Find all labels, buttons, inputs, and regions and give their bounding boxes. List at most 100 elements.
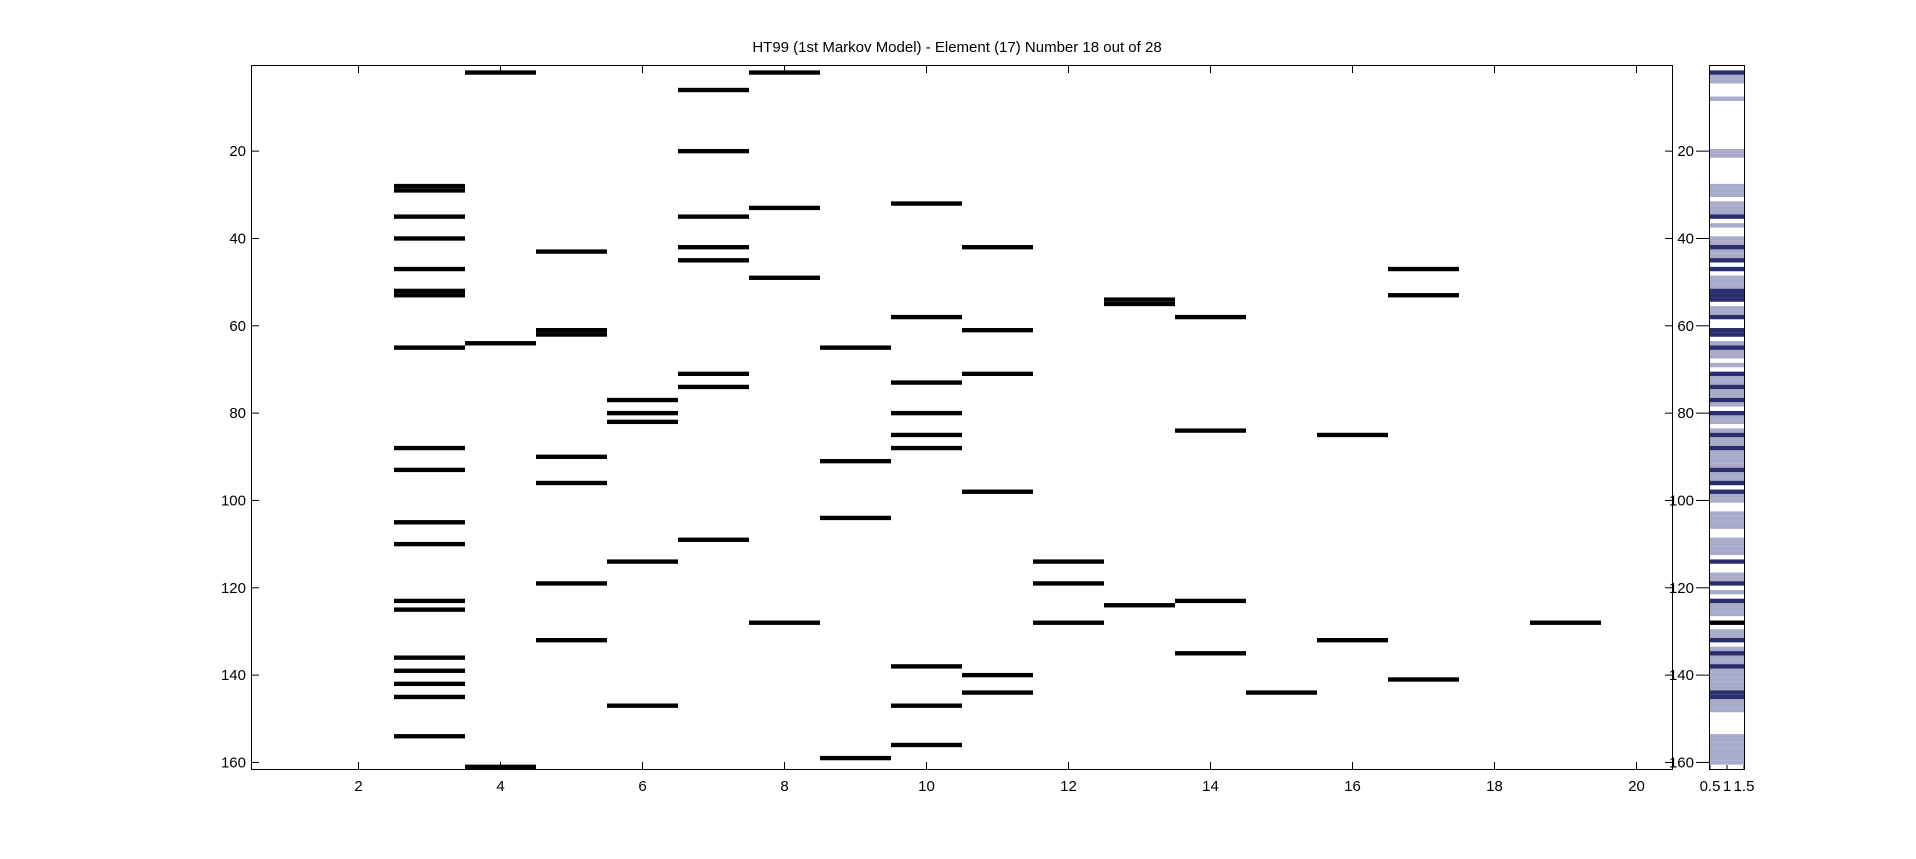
strip-dark-row80	[1710, 410, 1744, 416]
strip-light-row49	[1710, 275, 1744, 280]
y-tick-label: 140	[221, 667, 246, 684]
cell-x7-row74	[678, 384, 749, 390]
strip-x-tick-label: 1.5	[1734, 778, 1755, 795]
cell-x3-row52	[394, 288, 465, 294]
y-tick-label: 20	[229, 143, 246, 160]
cell-x7-row42	[678, 245, 749, 250]
strip-light-row92	[1710, 463, 1744, 468]
strip-light-row95	[1710, 476, 1744, 481]
cell-x3-row142	[394, 681, 465, 687]
strip-dark-row145	[1710, 694, 1744, 700]
strip-light-row103	[1710, 511, 1744, 516]
strip-light-row125	[1710, 607, 1744, 612]
x-tick-label: 20	[1628, 778, 1645, 795]
strip-dark-row132	[1710, 638, 1744, 643]
cell-x5-row90	[536, 454, 607, 459]
strip-light-row33	[1710, 205, 1744, 211]
strip-light-row131	[1710, 633, 1744, 639]
cell-x3-row47	[394, 266, 465, 272]
strip-light-row56	[1710, 306, 1744, 311]
cell-x6-row114	[607, 559, 678, 564]
strip-light-row130	[1710, 629, 1744, 634]
cell-x10-row156	[891, 742, 962, 748]
strip-dark-row47	[1710, 266, 1744, 272]
strip-light-row69	[1710, 362, 1744, 368]
cell-x5-row62	[536, 332, 607, 337]
strip-dark-row61	[1710, 327, 1744, 333]
strip-dark-row54	[1710, 297, 1744, 302]
strip-light-row76	[1710, 393, 1744, 398]
cell-x10-row73	[891, 380, 962, 385]
strip-light-row50	[1710, 279, 1744, 285]
cell-x3-row29	[394, 188, 465, 193]
strip-dark-row93	[1710, 467, 1744, 473]
cell-x3-row110	[394, 541, 465, 547]
cell-x6-row80	[607, 410, 678, 416]
cell-x3-row35	[394, 214, 465, 219]
cell-x7-row71	[678, 371, 749, 377]
cell-x3-row88	[394, 445, 465, 451]
strip-light-row43	[1710, 249, 1744, 254]
cell-x6-row77	[607, 397, 678, 403]
cell-x6-row147	[607, 703, 678, 708]
cell-x10-row88	[891, 445, 962, 451]
strip-light-row121	[1710, 589, 1744, 595]
strip-dark-row119	[1710, 581, 1744, 586]
cell-x3-row53	[394, 293, 465, 298]
strip-light-row51	[1710, 284, 1744, 289]
cell-x13-row55	[1104, 301, 1175, 307]
strip-dark-row65	[1710, 345, 1744, 350]
strip-light-row104	[1710, 515, 1744, 521]
cell-x14-row123	[1175, 598, 1246, 604]
strip-light-row148	[1710, 707, 1744, 713]
strip-dark-row45	[1710, 258, 1744, 263]
strip-light-row4	[1710, 79, 1744, 84]
strip-light-row142	[1710, 681, 1744, 687]
strip-light-row64	[1710, 341, 1744, 346]
x-tick-label: 18	[1486, 778, 1503, 795]
strip-y-tick-label: 60	[1677, 318, 1694, 335]
cell-x11-row42	[962, 245, 1033, 250]
strip-light-row157	[1710, 747, 1744, 752]
strip-light-row57	[1710, 310, 1744, 315]
strip-light-row29	[1710, 188, 1744, 193]
strip-dark-row58	[1710, 314, 1744, 320]
strip-x-tick-label: 0.5	[1700, 778, 1721, 795]
strip-dark-row77	[1710, 397, 1744, 403]
cell-x19-row128	[1530, 620, 1601, 625]
y-tick-label: 60	[229, 318, 246, 335]
x-tick-label: 14	[1202, 778, 1219, 795]
x-tick-label: 4	[496, 778, 504, 795]
strip-light-row139	[1710, 668, 1744, 673]
strip-light-row155	[1710, 738, 1744, 743]
strip-dark-row96	[1710, 480, 1744, 486]
cell-x6-row82	[607, 419, 678, 425]
cell-x12-row128	[1033, 620, 1104, 625]
strip-light-row40	[1710, 236, 1744, 241]
strip-light-row32	[1710, 201, 1744, 206]
cell-x7-row45	[678, 258, 749, 263]
strip-light-row126	[1710, 611, 1744, 617]
strip-light-row137	[1710, 659, 1744, 665]
cell-x7-row35	[678, 214, 749, 219]
cell-x3-row105	[394, 520, 465, 525]
strip-light-row111	[1710, 546, 1744, 551]
strip-dark-row88	[1710, 445, 1744, 451]
strip-light-row109	[1710, 537, 1744, 542]
cell-x5-row43	[536, 249, 607, 254]
strip-light-row41	[1710, 240, 1744, 246]
cell-x12-row114	[1033, 559, 1104, 564]
strip-light-row141	[1710, 677, 1744, 682]
strip-dark-row85	[1710, 432, 1744, 438]
strip-light-row159	[1710, 755, 1744, 761]
cell-x3-row139	[394, 668, 465, 673]
y-tick-label: 80	[229, 405, 246, 422]
strip-dark-row144	[1710, 690, 1744, 695]
strip-light-row21	[1710, 153, 1744, 158]
strip-dark-row35	[1710, 214, 1744, 219]
strip-light-row84	[1710, 428, 1744, 433]
cell-x8-row49	[749, 275, 820, 280]
cell-x3-row123	[394, 598, 465, 604]
cell-x17-row53	[1388, 293, 1459, 298]
strip-y-tick-label: 20	[1677, 143, 1694, 160]
